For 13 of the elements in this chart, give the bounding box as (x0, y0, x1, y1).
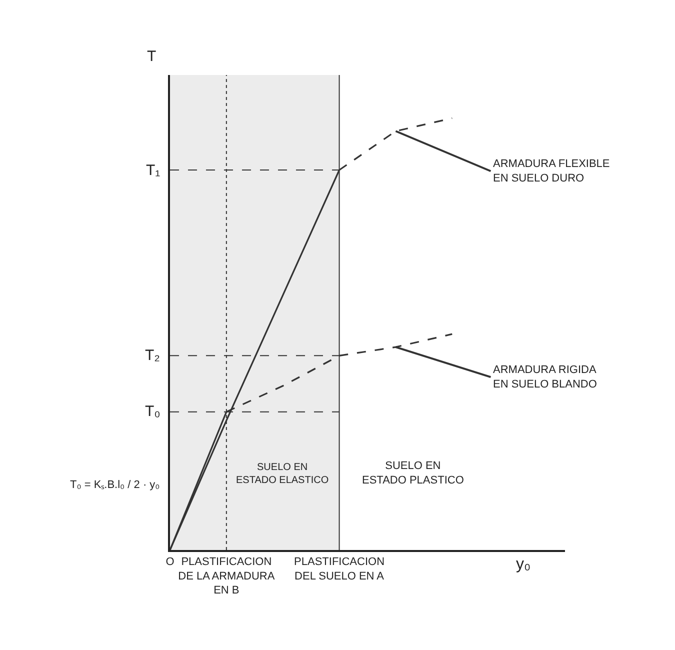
text: ARMADURA RIGIDA EN SUELO BLANDO (493, 364, 598, 390)
x-tick-label: PLASTIFICACION DE LA ARMADURA EN B (178, 556, 276, 597)
y-axis-title: T (147, 48, 156, 65)
ref-line-label: T₂ (145, 347, 160, 364)
text: ARMADURA FLEXIBLE EN SUELO DURO (493, 158, 610, 184)
x-tick-label: O (166, 556, 175, 568)
x-axis-title: y₀ (516, 556, 531, 573)
annotation: SUELO EN ESTADO PLASTICO (362, 460, 464, 486)
x-tick-label: PLASTIFICACION DEL SUELO EN A (294, 556, 385, 582)
annotation: SUELO EN ESTADO ELASTICO (236, 462, 329, 486)
ref-line-label: T₀ (145, 403, 160, 420)
ref-line-label: T₁ (146, 162, 160, 179)
annotation: T₀ = Kₛ.B.l₀ / 2 · y₀ (70, 479, 160, 491)
